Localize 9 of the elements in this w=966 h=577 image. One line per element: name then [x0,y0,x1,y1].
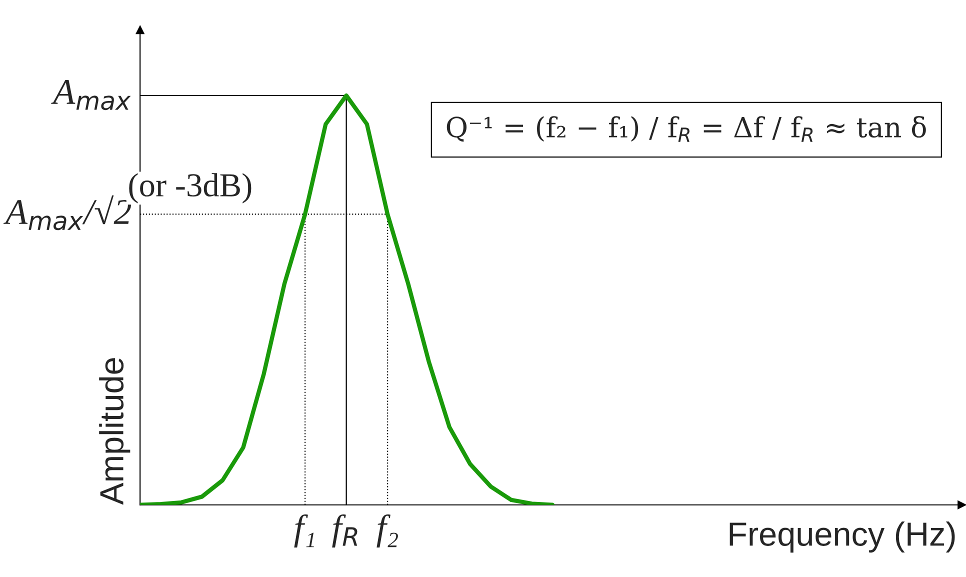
ref-line-label: A$_{max}$ [51,80,131,110]
text: f₂ [376,514,398,548]
text: f₁ [294,514,314,548]
x-axis-title: Frequency (Hz) [730,521,955,553]
ref-line-label: A$_{max}$/√2 [3,195,132,230]
annotation: (or -3dB) [129,173,252,204]
text: f$_{R}$ [332,514,358,548]
annotation: Q⁻¹ = (f₂ − f₁) / f$_{R}$ = Δf / f$_{R}$ ≈ tan δ [446,116,926,142]
y-axis-title: Amplitude [99,358,130,505]
